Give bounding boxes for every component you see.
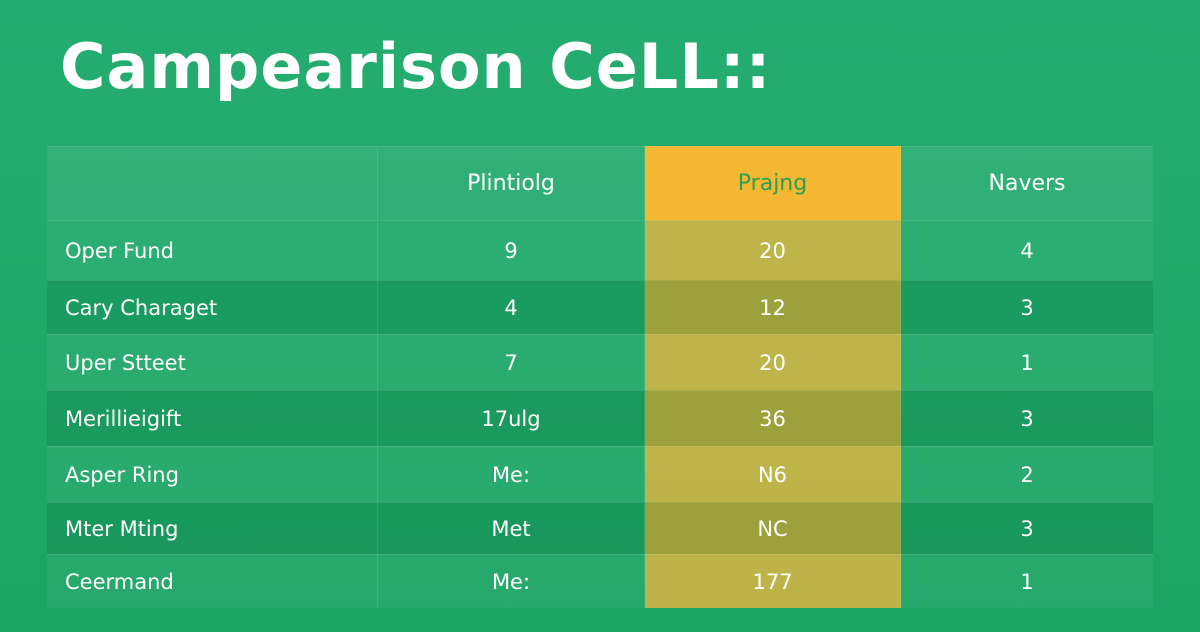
- row-navers-cell: 2: [1020, 462, 1034, 487]
- row-name-cell: Cary Charaget: [47, 281, 378, 334]
- table-row[interactable]: Ceermand Me: 177 1: [47, 554, 1153, 608]
- table-row[interactable]: Oper Fund 9 20 4: [47, 220, 1153, 280]
- header-cell-empty: [47, 147, 378, 220]
- row-navers-cell: 3: [1020, 406, 1034, 431]
- table-row[interactable]: Merillieigift 17ulg 36 3: [47, 390, 1153, 446]
- row-prajng-cell: 20: [645, 335, 901, 390]
- row-navers-cell: 1: [1020, 569, 1034, 594]
- row-prajng-cell: 36: [645, 391, 901, 446]
- row-plintiolg-cell: 7: [378, 335, 645, 390]
- row-navers-cell: 4: [1020, 238, 1034, 263]
- header-cell-plintiolg[interactable]: Plintiolg: [378, 147, 645, 220]
- table-row[interactable]: Cary Charaget 4 12 3: [47, 280, 1153, 334]
- row-prajng-cell: 12: [645, 281, 901, 334]
- header-cell-navers[interactable]: Navers: [988, 171, 1066, 196]
- row-plintiolg-cell: Me:: [378, 555, 645, 608]
- row-name-cell: Oper Fund: [47, 221, 378, 280]
- row-navers-cell: 3: [1020, 295, 1034, 320]
- row-prajng-cell: N6: [645, 447, 901, 502]
- row-plintiolg-cell: 4: [378, 281, 645, 334]
- header-cell-prajng[interactable]: Prajng: [645, 147, 901, 220]
- row-name-cell: Merillieigift: [47, 391, 378, 446]
- row-name-cell: Asper Ring: [47, 447, 378, 502]
- row-prajng-cell: 20: [645, 221, 901, 280]
- row-plintiolg-cell: 9: [378, 221, 645, 280]
- row-name-cell: Mter Mting: [47, 503, 378, 554]
- table-header-row: Plintiolg Prajng Navers: [47, 146, 1153, 220]
- row-plintiolg-cell: Me:: [378, 447, 645, 502]
- table-row[interactable]: Uper Stteet 7 20 1: [47, 334, 1153, 390]
- row-name-cell: Ceermand: [47, 555, 378, 608]
- row-plintiolg-cell: Met: [378, 503, 645, 554]
- row-plintiolg-cell: 17ulg: [378, 391, 645, 446]
- highlighted-column-header-bg: [645, 146, 901, 220]
- page-title: Campearison CeLL::: [60, 30, 772, 103]
- table-row[interactable]: Mter Mting Met NC 3: [47, 502, 1153, 554]
- row-name-cell: Uper Stteet: [47, 335, 378, 390]
- row-navers-cell: 1: [1020, 350, 1034, 375]
- row-prajng-cell: 177: [645, 555, 901, 608]
- table-row[interactable]: Asper Ring Me: N6 2: [47, 446, 1153, 502]
- comparison-table: Plintiolg Prajng Navers Oper Fund 9 20 4 Car…: [47, 146, 1153, 608]
- row-prajng-cell: NC: [645, 503, 901, 554]
- row-navers-cell: 3: [1020, 516, 1034, 541]
